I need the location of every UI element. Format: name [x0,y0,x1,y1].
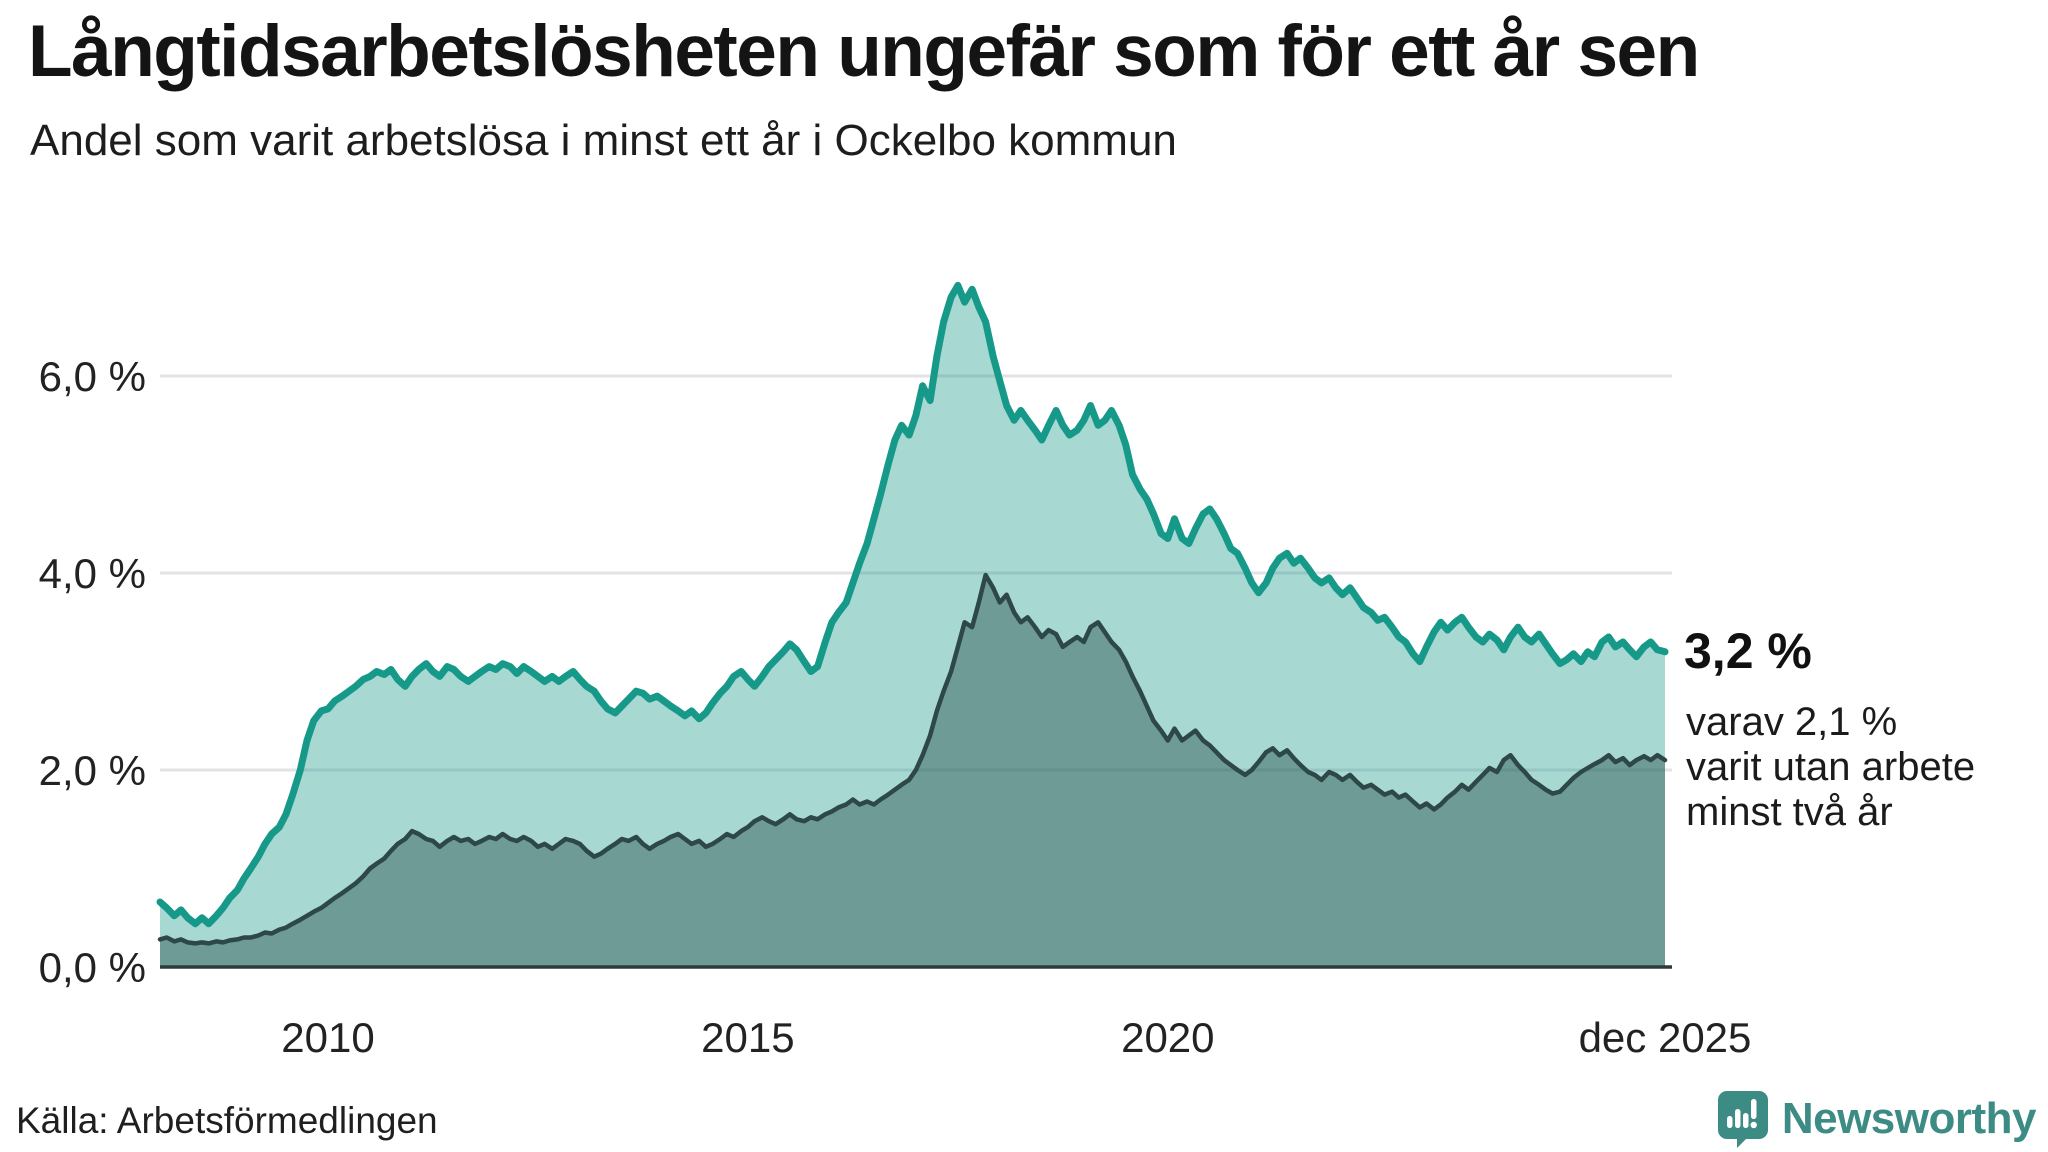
area-unemployed-one-year [160,285,1665,967]
page-subtitle: Andel som varit arbetslösa i minst ett å… [30,116,1177,165]
newsworthy-brand: Newsworthy [1717,1090,2037,1148]
y-axis-tick-label: 6,0 % [39,353,146,400]
y-axis-tick-label: 0,0 % [39,944,146,991]
annotation-line: minst två år [1686,790,1893,834]
annotation-line: varav 2,1 % [1686,700,1898,744]
area-unemployed-two-years [160,575,1665,967]
x-axis-tick-label: dec 2025 [1579,1014,1752,1061]
secondary-value-annotation: varav 2,1 % varit utan arbete minst två … [1686,700,1975,835]
x-axis-tick-label: 2010 [281,1014,374,1061]
newsworthy-logo-icon [1717,1090,1769,1148]
source-note: Källa: Arbetsförmedlingen [16,1100,438,1141]
x-axis-tick-label: 2020 [1121,1014,1214,1061]
line-unemployed-two-years [157,572,1668,946]
brand-name: Newsworthy [1781,1094,2037,1143]
page-title: Långtidsarbetslösheten ungefär som för e… [28,11,1700,92]
annotation-line: varit utan arbete [1686,745,1976,789]
y-axis-tick-label: 2,0 % [39,747,146,794]
x-axis-tick-label: 2015 [701,1014,794,1061]
line-unemployed-one-year [156,281,1669,928]
latest-value-label: 3,2 % [1684,623,1812,679]
y-axis-tick-label: 4,0 % [39,550,146,597]
